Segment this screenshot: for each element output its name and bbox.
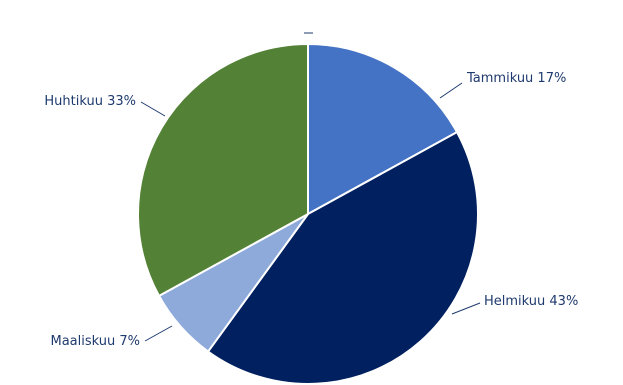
slice-label-0: Tammikuu 17%: [466, 71, 566, 86]
pie-slice-1: [206, 130, 479, 385]
slice-label-3: Huhtikuu 33%: [44, 94, 136, 109]
slice-labels: Tammikuu 17% Helmikuu 43% Maaliskuu 7% Huht…: [44, 71, 578, 349]
leader-line-3: [140, 101, 166, 117]
leader-line-2: [144, 325, 173, 342]
leader-line-0: [439, 82, 463, 99]
pie-slice-0: [307, 42, 459, 216]
leader-line-1: [451, 302, 481, 315]
pie-slice-3: [137, 42, 309, 298]
leader-lines: [140, 82, 481, 342]
pie-slices: [137, 42, 479, 385]
slice-label-2: Maaliskuu 7%: [50, 334, 140, 349]
slice-label-1: Helmikuu 43%: [484, 294, 578, 309]
